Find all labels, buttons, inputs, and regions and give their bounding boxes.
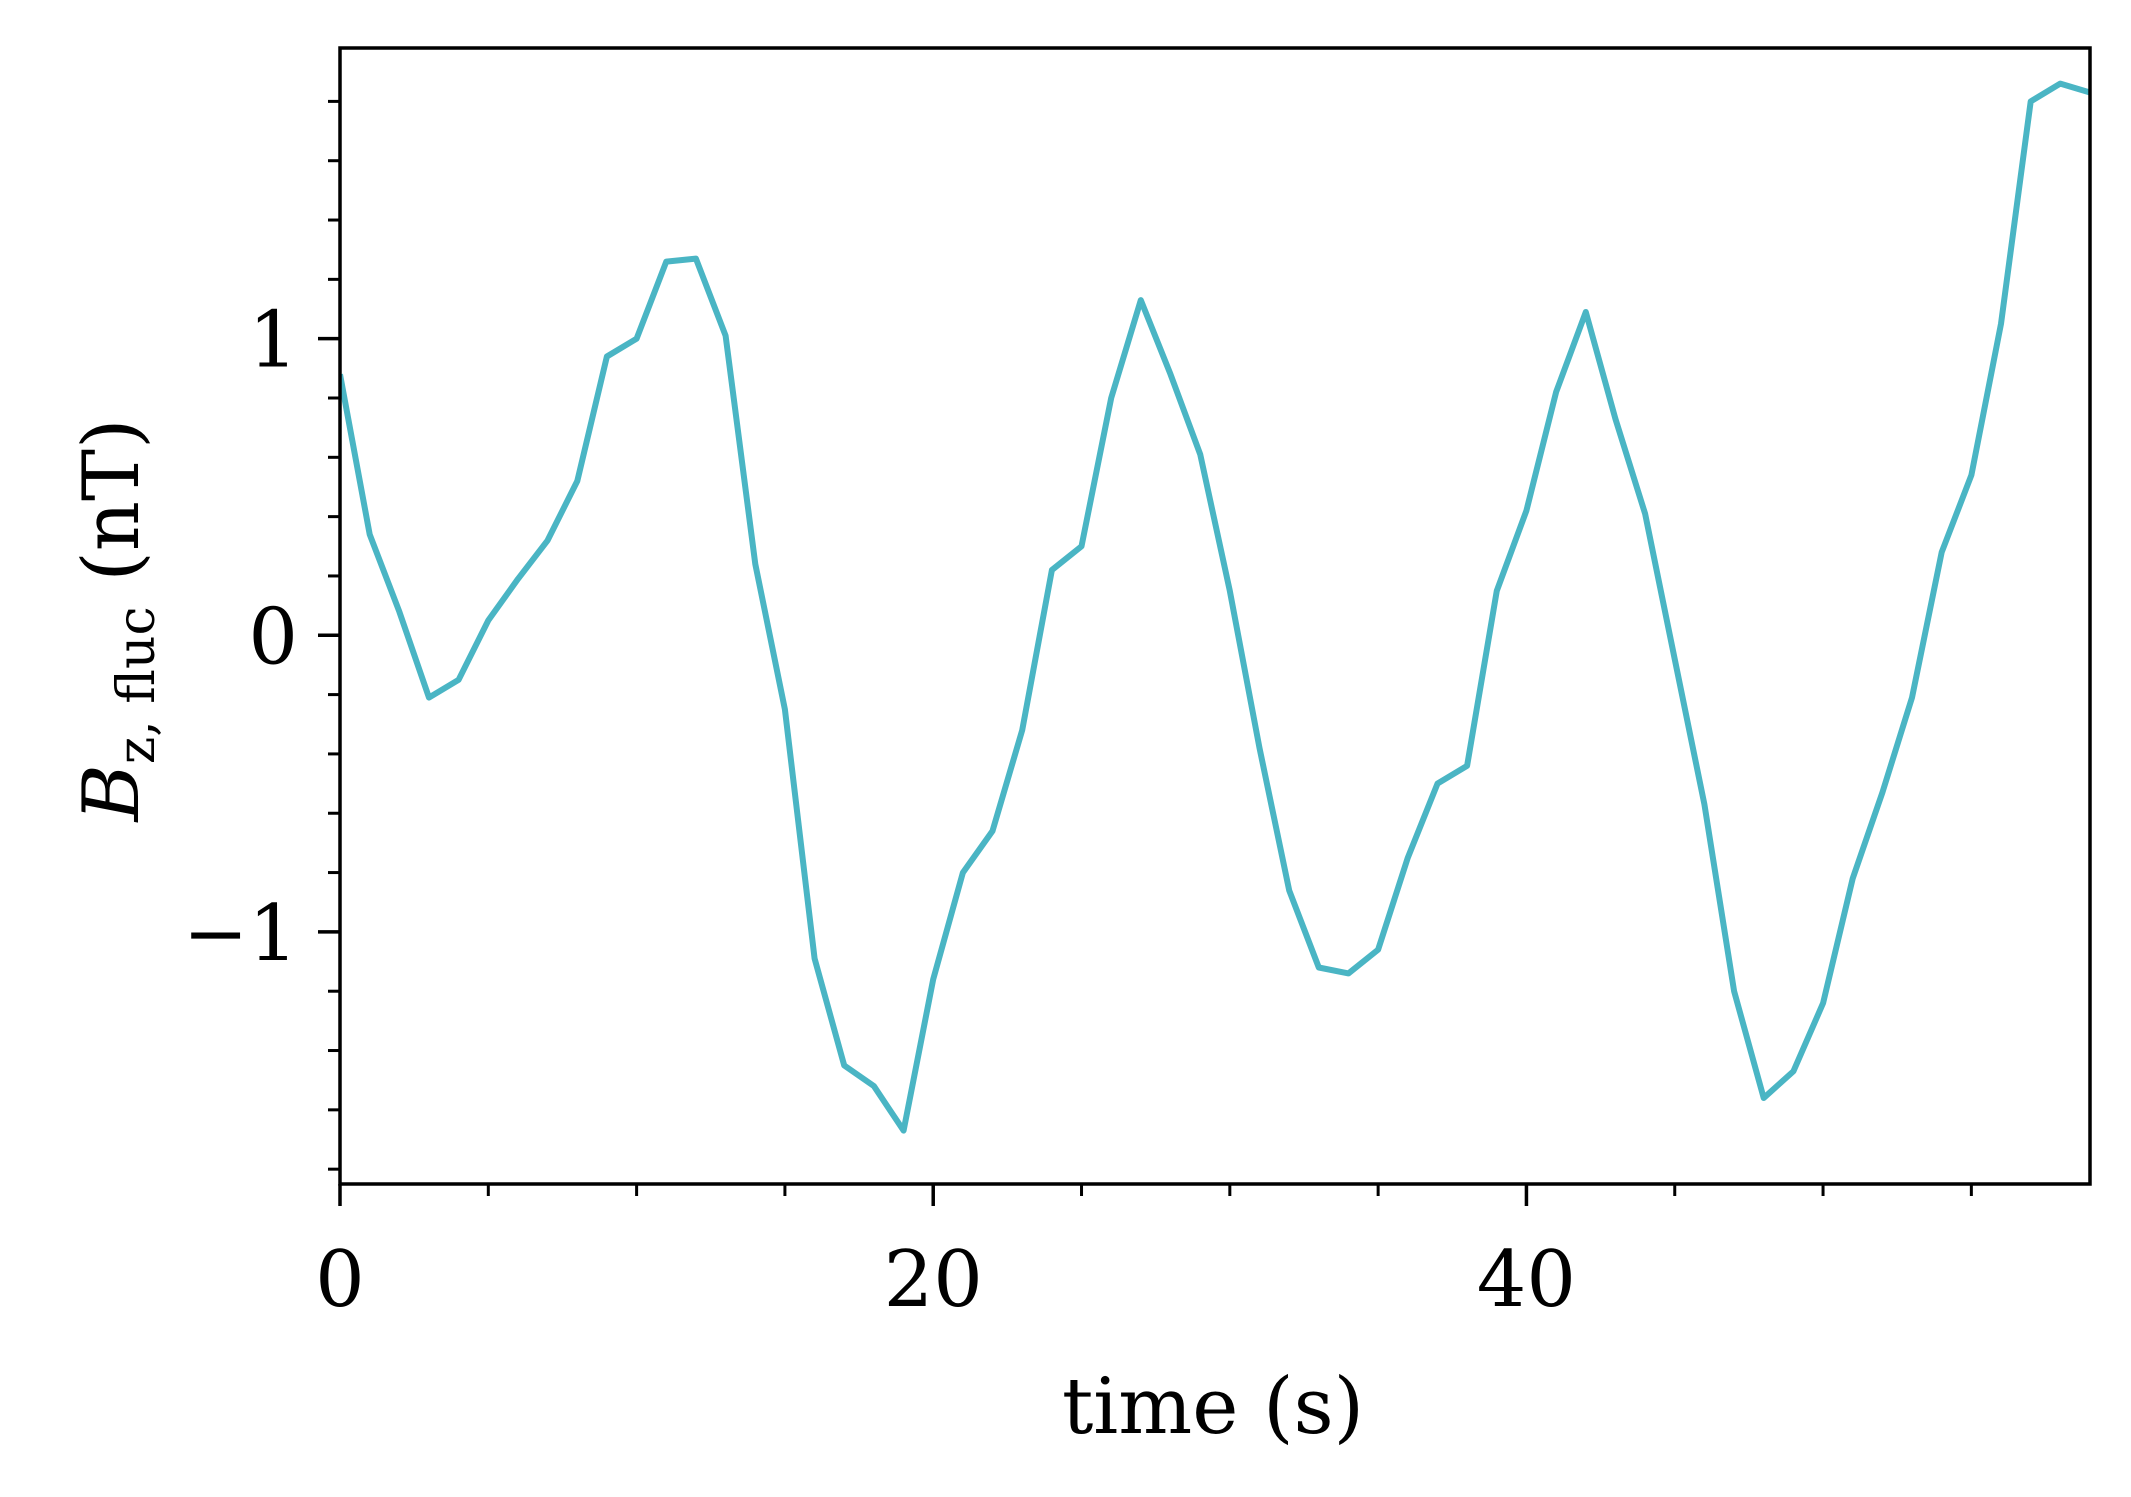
x-tick-label: 40	[1477, 1235, 1576, 1325]
x-tick-label: 0	[315, 1235, 365, 1325]
y-tick-label: 0	[248, 592, 298, 682]
y-tick-label: −1	[183, 889, 298, 979]
axis-tick-labels: 0 20 40 −1 0 1	[183, 296, 1576, 1325]
y-axis-label-unit: (nT)	[67, 418, 157, 581]
y-axis-label: Bz, fluc (nT)	[67, 418, 167, 823]
series-line	[340, 80, 2090, 1134]
y-axis-label-symbol: B	[67, 764, 157, 823]
axis-ticks	[318, 99, 1973, 1206]
y-tick-label: 1	[248, 296, 298, 386]
x-tick-label: 20	[884, 1235, 983, 1325]
plot-frame	[338, 46, 2092, 1186]
series-layer	[340, 80, 2090, 1134]
x-axis-label: time (s)	[1062, 1362, 1364, 1452]
y-axis-label-unit-spacer	[67, 582, 157, 607]
y-axis-label-subscript: z, fluc	[107, 606, 167, 764]
